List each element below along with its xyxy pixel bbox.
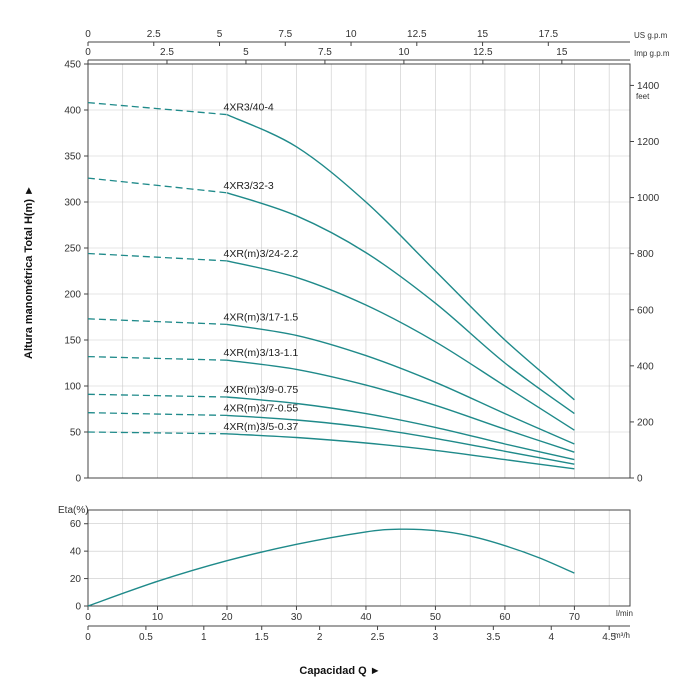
x-unit-lmin: l/min <box>616 609 633 618</box>
right-tick-label: 800 <box>637 249 654 260</box>
top-imp-unit: Imp g.p.m <box>634 49 670 58</box>
x-tick-label: 40 <box>360 612 372 623</box>
eta-plot-frame <box>87 509 631 607</box>
x2-unit: m³/h <box>614 631 630 640</box>
x2-tick-label: 3 <box>433 632 439 643</box>
curve-6 <box>226 414 575 465</box>
curve-label: 4XR(m)3/9-0.75 <box>224 384 299 396</box>
right-tick-label: 0 <box>637 474 643 485</box>
top-imp-tick-label: 5 <box>243 47 249 58</box>
curve-label: 4XR(m)3/24-2.2 <box>224 248 299 260</box>
top-imp-tick-label: 15 <box>556 47 568 58</box>
curve-2 <box>226 260 575 431</box>
x2-tick-label: 1 <box>201 632 207 643</box>
curve-0 <box>226 113 575 401</box>
right-tick-label: 600 <box>637 305 654 316</box>
y-axis-title: Altura manométrica Total H(m) ► <box>23 185 35 359</box>
x2-tick-label: 2 <box>317 632 323 643</box>
eta-y-tick-label: 40 <box>70 547 82 558</box>
x2-tick-label: 2.5 <box>371 632 385 643</box>
x-tick-label: 30 <box>291 612 303 623</box>
curve-5 <box>226 396 575 461</box>
eta-y-tick-label: 0 <box>75 602 81 613</box>
y-tick-label: 450 <box>64 60 81 71</box>
top-us-unit: US g.p.m <box>634 31 668 40</box>
right-axis-unit: feet <box>636 92 650 101</box>
efficiency-curve <box>87 528 575 607</box>
y-tick-label: 150 <box>64 336 81 347</box>
y-tick-label: 300 <box>64 198 81 209</box>
curve-7 <box>226 433 575 470</box>
x2-tick-label: 3.5 <box>486 632 500 643</box>
x-tick-label: 10 <box>152 612 164 623</box>
right-tick-label: 1000 <box>637 193 660 204</box>
right-tick-label: 400 <box>637 361 654 372</box>
y-tick-label: 400 <box>64 106 81 117</box>
x-tick-label: 60 <box>499 612 511 623</box>
x2-tick-label: 0.5 <box>139 632 153 643</box>
x-tick-label: 70 <box>569 612 581 623</box>
top-imp-tick-label: 0 <box>85 47 91 58</box>
curve-dashed-2 <box>87 252 228 262</box>
right-tick-label: 200 <box>637 417 654 428</box>
y-tick-label: 100 <box>64 382 81 393</box>
curve-label: 4XR3/32-3 <box>224 180 274 192</box>
curve-dashed-6 <box>87 412 228 417</box>
x2-tick-label: 4 <box>548 632 554 643</box>
x2-tick-label: 1.5 <box>255 632 269 643</box>
eta-y-tick-label: 60 <box>70 519 82 530</box>
y-tick-label: 250 <box>64 244 81 255</box>
curve-label: 4XR(m)3/5-0.37 <box>224 421 299 433</box>
top-us-tick-label: 7.5 <box>278 29 292 40</box>
curve-label: 4XR(m)3/17-1.5 <box>224 311 299 323</box>
curve-1 <box>226 192 575 415</box>
top-us-tick-label: 17.5 <box>539 29 559 40</box>
right-tick-label: 1200 <box>637 137 660 148</box>
top-us-tick-label: 2.5 <box>147 29 161 40</box>
y-tick-label: 350 <box>64 152 81 163</box>
curve-dashed-1 <box>87 177 228 194</box>
top-imp-tick-label: 2.5 <box>160 47 174 58</box>
curve-3 <box>226 323 575 445</box>
curve-dashed-7 <box>87 431 228 435</box>
top-imp-tick-label: 12.5 <box>473 47 493 58</box>
curve-label: 4XR3/40-4 <box>224 102 274 114</box>
head-chart: 0501001502002503003504004500200400600800… <box>64 29 670 485</box>
x-tick-label: 0 <box>85 612 91 623</box>
x2-tick-label: 0 <box>85 632 91 643</box>
curve-label: 4XR(m)3/7-0.55 <box>224 402 299 414</box>
plot-frame <box>87 63 631 479</box>
curve-dashed-5 <box>87 393 228 398</box>
x-tick-label: 20 <box>221 612 233 623</box>
curve-label: 4XR(m)3/13-1.1 <box>224 347 299 359</box>
top-us-tick-label: 5 <box>217 29 223 40</box>
top-imp-tick-label: 7.5 <box>318 47 332 58</box>
y-tick-label: 50 <box>70 428 82 439</box>
y-tick-label: 0 <box>75 474 81 485</box>
y-tick-label: 200 <box>64 290 81 301</box>
curve-4 <box>226 359 575 453</box>
curve-dashed-4 <box>87 355 228 361</box>
eta-y-label: Eta(%) <box>58 505 89 516</box>
right-tick-label: 1400 <box>637 81 660 92</box>
curve-dashed-0 <box>87 101 228 116</box>
top-us-tick-label: 12.5 <box>407 29 427 40</box>
x-tick-label: 50 <box>430 612 442 623</box>
top-us-tick-label: 0 <box>85 29 91 40</box>
top-imp-tick-label: 10 <box>398 47 410 58</box>
x2-tick-label: 4.5 <box>602 632 616 643</box>
top-us-tick-label: 15 <box>477 29 489 40</box>
curve-dashed-3 <box>87 318 228 326</box>
efficiency-chart: 0 20 40 60 Eta(%) 0 10 20 30 40 50 60 70 l/min 0 0.5 1 1.… <box>58 505 633 643</box>
x-axis-title: Capacidad Q ► <box>299 665 380 677</box>
top-us-tick-label: 10 <box>345 29 357 40</box>
eta-y-tick-label: 20 <box>70 574 82 585</box>
